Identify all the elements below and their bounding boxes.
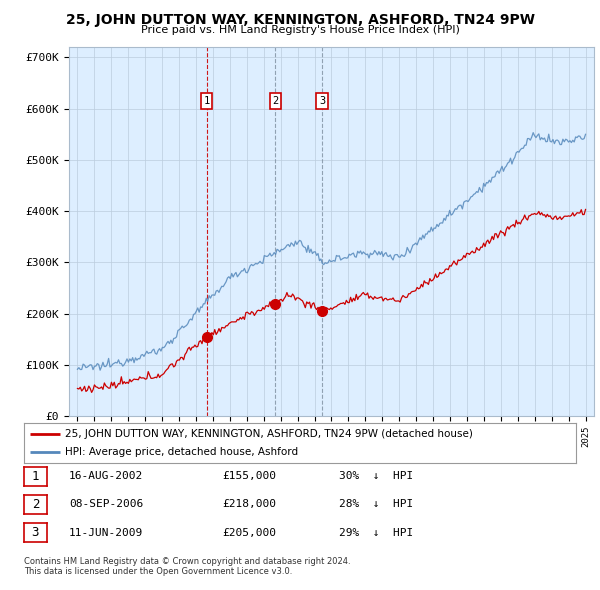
Text: Price paid vs. HM Land Registry's House Price Index (HPI): Price paid vs. HM Land Registry's House … xyxy=(140,25,460,35)
Text: £218,000: £218,000 xyxy=(222,500,276,509)
Text: £155,000: £155,000 xyxy=(222,471,276,481)
Text: 2: 2 xyxy=(272,96,278,106)
Text: 29%  ↓  HPI: 29% ↓ HPI xyxy=(339,528,413,537)
Text: 08-SEP-2006: 08-SEP-2006 xyxy=(69,500,143,509)
Text: 3: 3 xyxy=(32,526,39,539)
Text: Contains HM Land Registry data © Crown copyright and database right 2024.: Contains HM Land Registry data © Crown c… xyxy=(24,557,350,566)
Text: HPI: Average price, detached house, Ashford: HPI: Average price, detached house, Ashf… xyxy=(65,447,299,457)
Text: 11-JUN-2009: 11-JUN-2009 xyxy=(69,528,143,537)
Text: This data is licensed under the Open Government Licence v3.0.: This data is licensed under the Open Gov… xyxy=(24,566,292,576)
Text: 30%  ↓  HPI: 30% ↓ HPI xyxy=(339,471,413,481)
Text: 25, JOHN DUTTON WAY, KENNINGTON, ASHFORD, TN24 9PW: 25, JOHN DUTTON WAY, KENNINGTON, ASHFORD… xyxy=(65,13,535,27)
Text: 28%  ↓  HPI: 28% ↓ HPI xyxy=(339,500,413,509)
Text: £205,000: £205,000 xyxy=(222,528,276,537)
Text: 3: 3 xyxy=(319,96,325,106)
Text: 16-AUG-2002: 16-AUG-2002 xyxy=(69,471,143,481)
Text: 1: 1 xyxy=(203,96,209,106)
Text: 2: 2 xyxy=(32,498,39,511)
Text: 1: 1 xyxy=(32,470,39,483)
Text: 25, JOHN DUTTON WAY, KENNINGTON, ASHFORD, TN24 9PW (detached house): 25, JOHN DUTTON WAY, KENNINGTON, ASHFORD… xyxy=(65,429,473,439)
